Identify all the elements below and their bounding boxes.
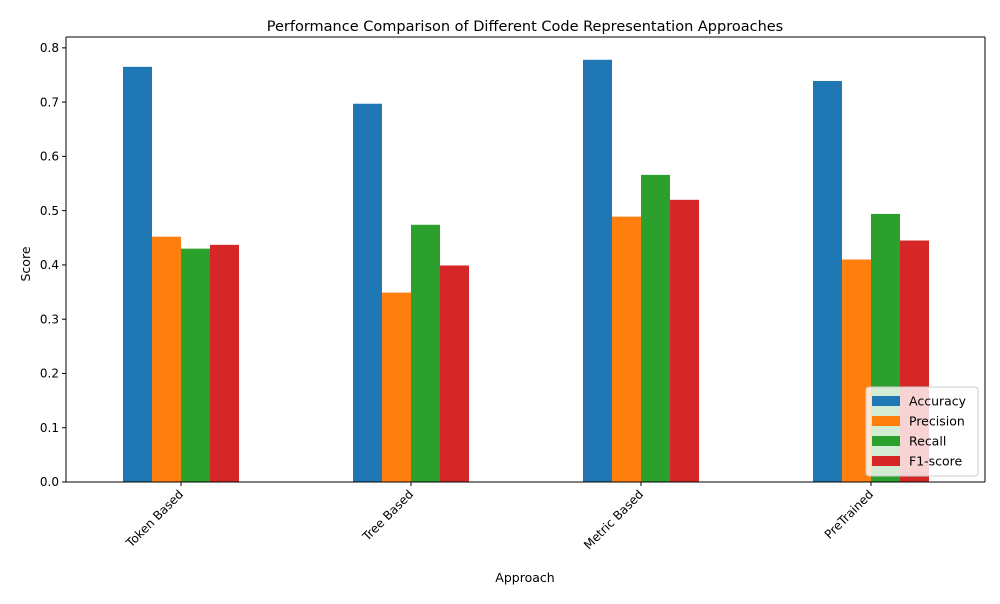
bar-accuracy-3 bbox=[813, 80, 842, 483]
y-tick-label: 0.5 bbox=[40, 204, 59, 218]
bar-recall-0 bbox=[181, 248, 210, 482]
legend: Accuracy Precision Recall F1-score bbox=[865, 386, 979, 477]
legend-label: Accuracy bbox=[909, 394, 967, 409]
bar-recall-1 bbox=[411, 224, 440, 482]
plot-area: 0.0 0.1 0.2 0.3 0.4 0.5 0.6 0.7 0.8 Token Based Tr… bbox=[40, 36, 986, 552]
y-tick-label: 0.8 bbox=[40, 41, 59, 55]
legend-label: Recall bbox=[909, 434, 946, 449]
legend-label: Precision bbox=[909, 414, 965, 429]
bar-accuracy-2 bbox=[583, 59, 612, 482]
y-tick-label: 0.7 bbox=[40, 95, 59, 109]
bar-f1-score-2 bbox=[670, 199, 699, 482]
y-tick-label: 0.6 bbox=[40, 150, 59, 164]
bar-recall-2 bbox=[641, 174, 670, 482]
legend-swatch bbox=[872, 396, 900, 406]
bar-precision-0 bbox=[152, 236, 181, 482]
legend-swatch bbox=[872, 436, 900, 446]
y-tick-label: 0.2 bbox=[40, 367, 59, 381]
x-tick-label: PreTrained bbox=[822, 487, 876, 541]
legend-box bbox=[865, 386, 979, 477]
chart-title: Performance Comparison of Different Code… bbox=[267, 19, 784, 35]
legend-swatch bbox=[872, 416, 900, 426]
y-tick-label: 0.4 bbox=[40, 258, 59, 272]
bar-f1-score-0 bbox=[210, 244, 239, 482]
x-tick-label: Tree Based bbox=[359, 487, 416, 544]
x-axis-label: Approach bbox=[495, 570, 554, 585]
bar-accuracy-1 bbox=[353, 103, 382, 482]
bar-accuracy-0 bbox=[123, 66, 152, 482]
y-tick-label: 0.1 bbox=[40, 421, 59, 435]
y-axis-label: Score bbox=[18, 246, 33, 281]
legend-label: F1-score bbox=[909, 454, 963, 469]
legend-swatch bbox=[872, 456, 900, 466]
y-tick-label: 0.0 bbox=[40, 475, 59, 489]
y-tick-label: 0.3 bbox=[40, 312, 59, 326]
bar-precision-1 bbox=[382, 292, 411, 482]
bar-precision-2 bbox=[612, 216, 641, 482]
bar-f1-score-1 bbox=[440, 265, 469, 482]
x-tick-label: Metric Based bbox=[581, 487, 646, 552]
x-tick-label: Token Based bbox=[123, 487, 186, 550]
